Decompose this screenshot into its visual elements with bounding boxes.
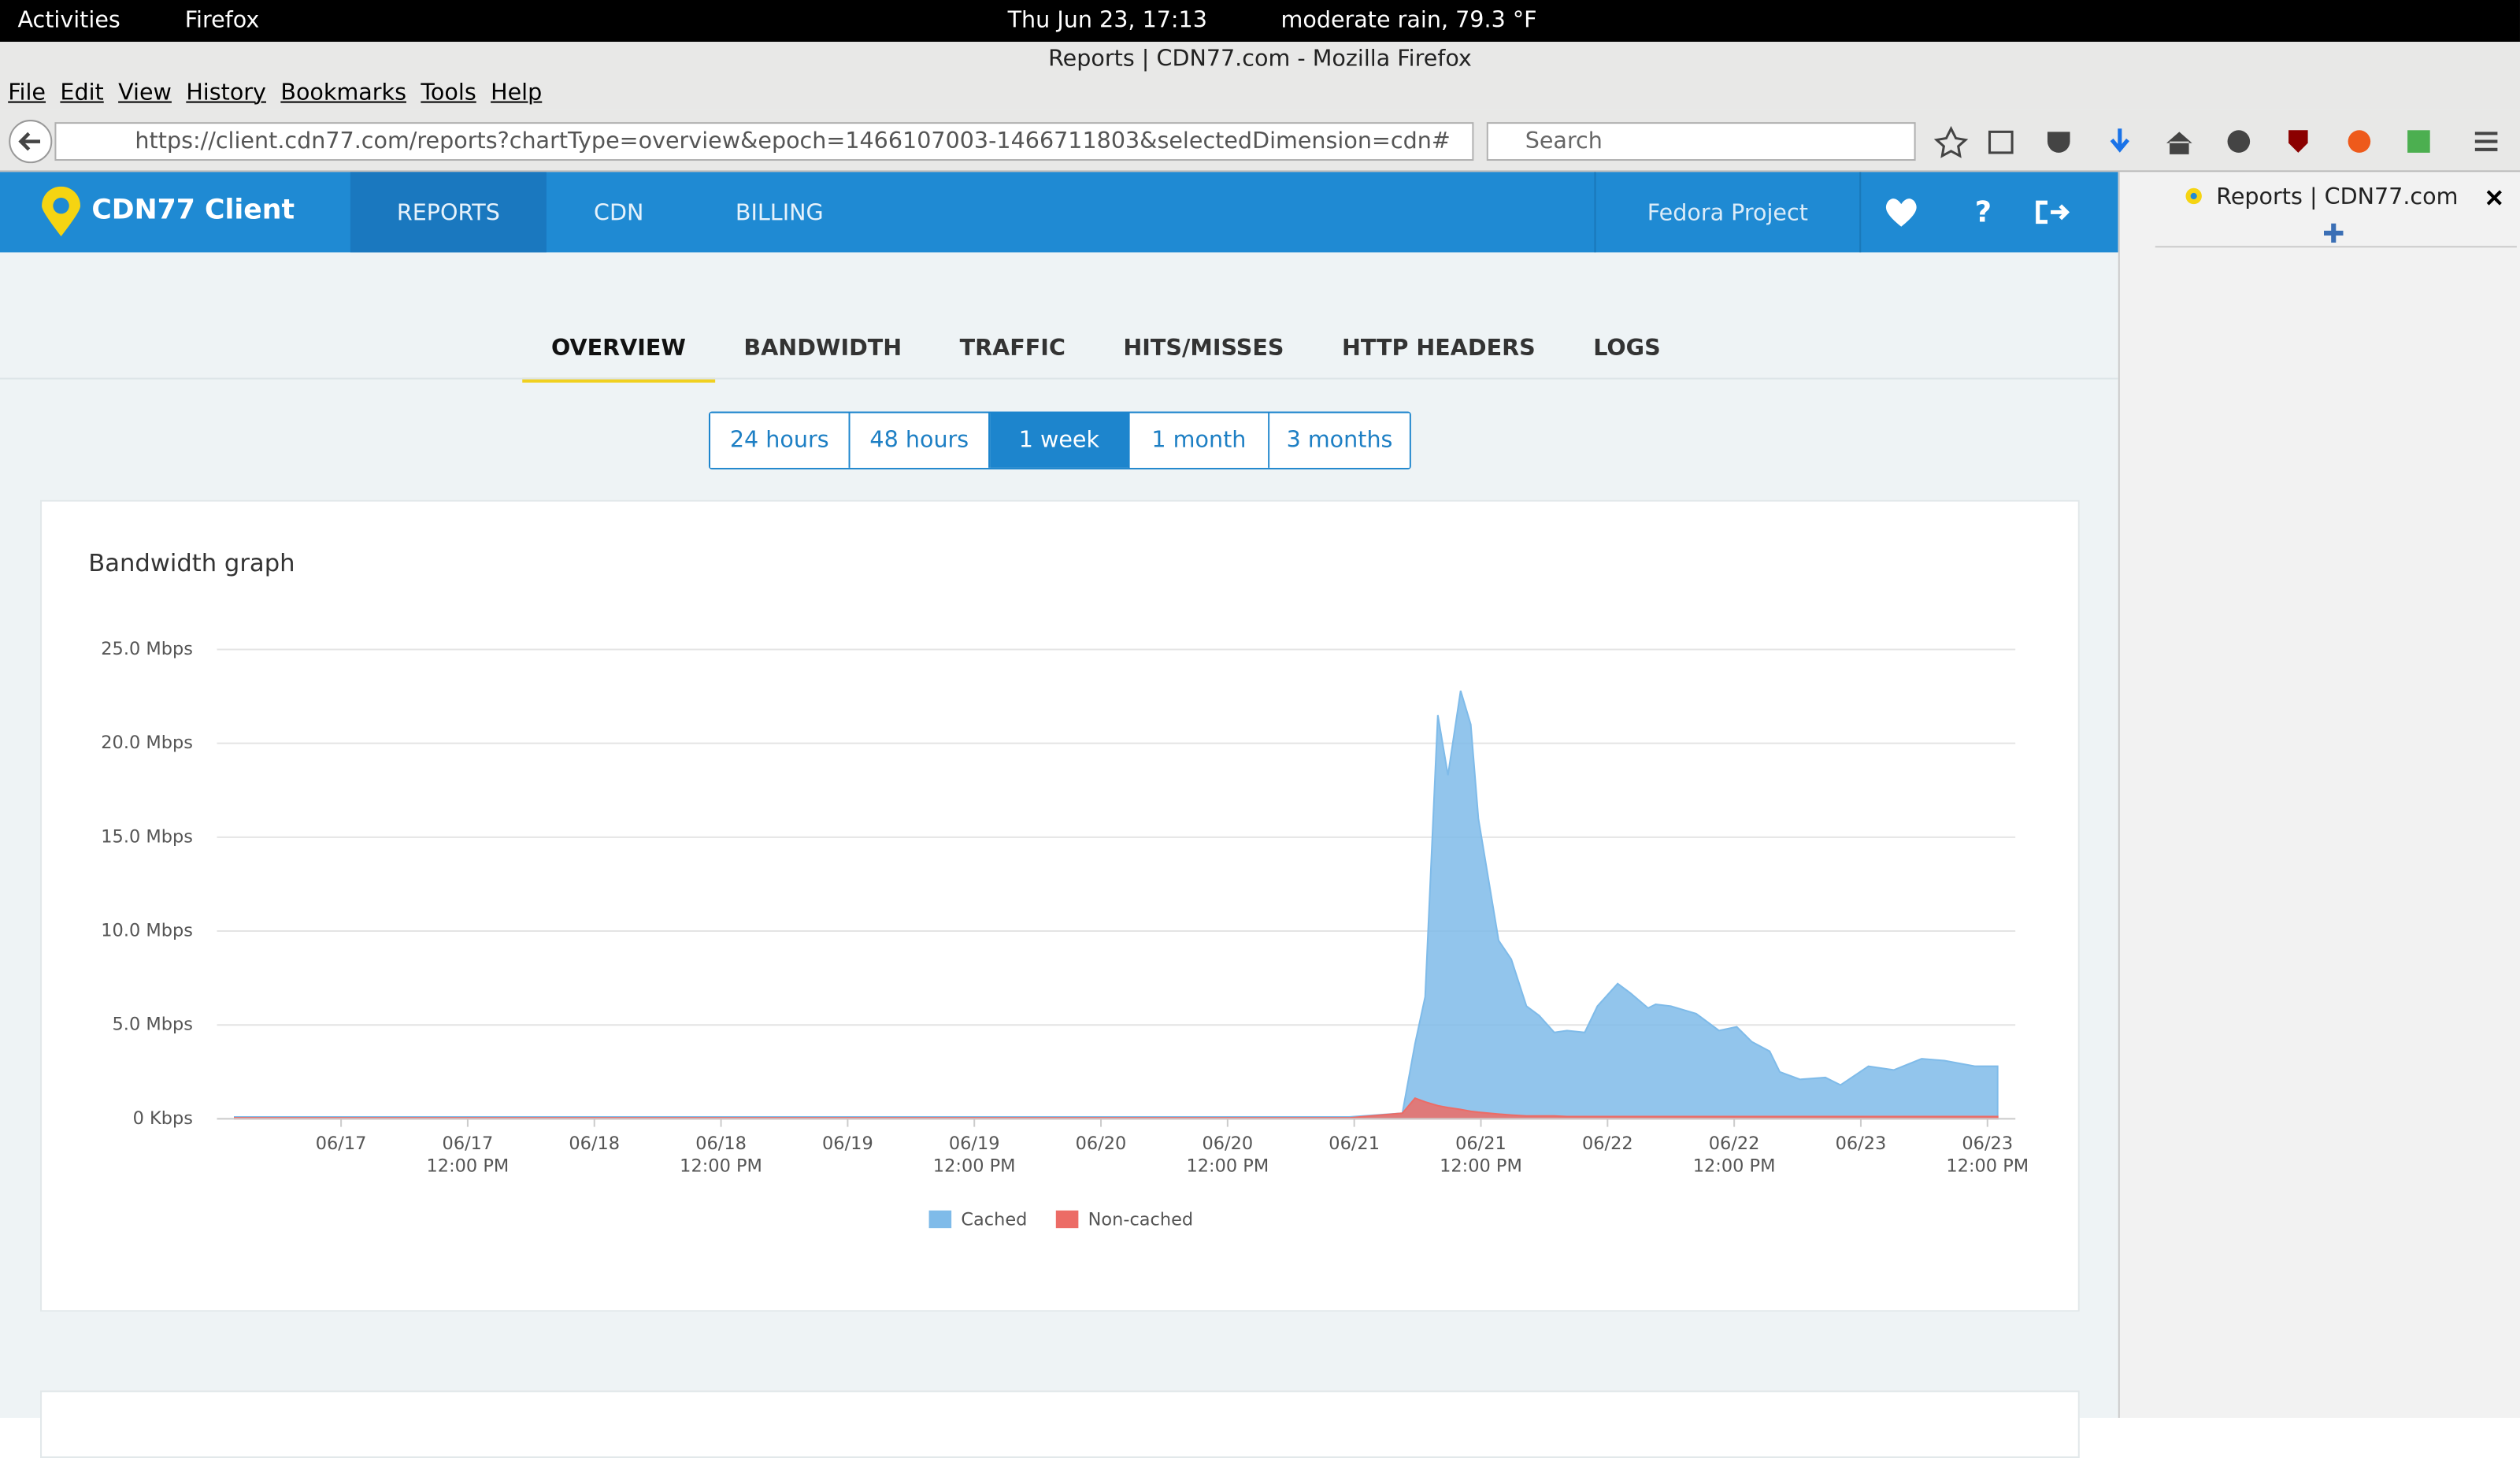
menu-item[interactable]: Tools <box>421 80 476 106</box>
legend-swatch <box>1055 1210 1079 1229</box>
chart: Bandwidth graph 0 Kbps 5.0 Mbps 10.0 Mbps 1… <box>88 550 2016 1230</box>
favicon <box>2185 187 2202 205</box>
x-tick-label: 06/21 <box>1329 1133 1380 1155</box>
tab-divider <box>0 377 2118 380</box>
menu-item[interactable]: View <box>118 80 172 106</box>
y-tick-label: 10.0 Mbps <box>101 921 193 941</box>
report-tabs: OVERVIEW BANDWIDTH TRAFFIC HITS/MISSES HTTP … <box>522 320 1689 383</box>
area <box>234 1096 1999 1120</box>
x-tick-label: 06/18 <box>569 1133 621 1155</box>
x-tick-label: 06/22 <box>1581 1133 1633 1155</box>
report-tab[interactable]: BANDWIDTH <box>743 336 902 362</box>
app-header: CDN77 Client Fedora Project ? REPORTS CDN… <box>0 172 2118 253</box>
sidebar-tab[interactable]: Reports | CDN77.com <box>2155 172 2517 248</box>
close-tab[interactable] <box>2486 190 2502 206</box>
report-tab[interactable]: TRAFFIC <box>959 336 1065 362</box>
url-bar[interactable]: https://client.cdn77.com/reports?chartTy… <box>54 122 1474 161</box>
report-tab[interactable]: HTTP HEADERS <box>1341 336 1536 362</box>
app-menu[interactable]: Firefox <box>184 8 260 34</box>
x-tick-label: 06/20 <box>1075 1133 1127 1155</box>
menu-bar: File Edit View History Bookmarks Tools Help <box>0 76 2520 109</box>
report-tab[interactable]: LOGS <box>1593 336 1661 362</box>
nav-item[interactable]: CDN <box>594 201 644 227</box>
y-tick-label: 5.0 Mbps <box>113 1015 193 1035</box>
new-tab[interactable] <box>2323 223 2344 243</box>
report-tab[interactable]: HITS/MISSES <box>1123 336 1284 362</box>
x-tick-label: 06/21 12:00 PM <box>1440 1133 1522 1177</box>
nav-item[interactable]: REPORTS <box>350 172 547 253</box>
y-tick-label: 20.0 Mbps <box>101 733 193 753</box>
system-bar: Activities Firefox Thu Jun 23, 17:13 mod… <box>0 0 2520 43</box>
range-button[interactable]: 3 months <box>1269 413 1410 468</box>
menu-item[interactable]: Help <box>491 80 543 106</box>
range-button[interactable]: 48 hours <box>850 413 991 468</box>
y-tick-label: 25.0 Mbps <box>101 639 193 659</box>
toolbar: https://client.cdn77.com/reports?chartTy… <box>0 109 2520 173</box>
chart-card <box>40 499 2080 1312</box>
nav-item[interactable]: BILLING <box>735 201 824 227</box>
x-tick-label: 06/23 12:00 PM <box>1946 1133 2029 1177</box>
x-tick-label: 06/22 12:00 PM <box>1692 1133 1776 1177</box>
logo[interactable]: CDN77 Client <box>91 194 295 227</box>
x-tick-label: 06/17 <box>315 1133 367 1155</box>
weather[interactable]: moderate rain, 79.3 °F <box>1280 8 1537 34</box>
search-box[interactable]: Search <box>1486 122 1916 161</box>
menu-item[interactable]: File <box>8 80 46 106</box>
legend-label: Cached <box>961 1209 1027 1230</box>
clock[interactable]: Thu Jun 23, 17:13 <box>1007 8 1207 34</box>
x-tick-label: 06/19 <box>822 1133 873 1155</box>
menu-item[interactable]: Bookmarks <box>280 80 406 106</box>
report-tab[interactable]: OVERVIEW <box>522 320 715 383</box>
area <box>234 690 1999 1120</box>
range-button[interactable]: 1 month <box>1129 413 1270 468</box>
x-tick-label: 06/23 <box>1835 1133 1887 1155</box>
svg-text:?: ? <box>1975 195 1992 229</box>
range-button[interactable]: 24 hours <box>710 413 850 468</box>
x-tick-label: 06/19 12:00 PM <box>932 1133 1016 1177</box>
x-tick-label: 06/18 12:00 PM <box>680 1133 762 1177</box>
window-title: Reports | CDN77.com - Mozilla Firefox <box>0 42 2520 77</box>
project-name[interactable]: Fedora Project <box>1594 172 1862 253</box>
sidebar: Reports | CDN77.com <box>2118 172 2520 1418</box>
range-selector: 24 hours 48 hours 1 week 1 month 3 months <box>708 411 1411 469</box>
y-tick-label: 0 Kbps <box>133 1108 193 1129</box>
x-tick-label: 06/20 12:00 PM <box>1186 1133 1269 1177</box>
logo-icon <box>42 186 81 236</box>
back-button[interactable] <box>6 117 54 165</box>
toolbar-icons <box>1933 125 2498 158</box>
x-tick-label: 06/17 12:00 PM <box>426 1133 510 1177</box>
header-icons: ? <box>1885 195 2070 229</box>
legend-swatch <box>928 1210 952 1229</box>
menu-item[interactable]: Edit <box>60 80 104 106</box>
range-button[interactable]: 1 week <box>990 413 1130 468</box>
chart-title: Bandwidth graph <box>88 550 295 577</box>
y-tick-label: 15.0 Mbps <box>101 826 193 847</box>
menu-item[interactable]: History <box>186 80 266 106</box>
sidebar-tab-title: Reports | CDN77.com <box>2216 184 2459 211</box>
activities[interactable]: Activities <box>17 8 120 34</box>
legend-label: Non-cached <box>1088 1209 1194 1230</box>
